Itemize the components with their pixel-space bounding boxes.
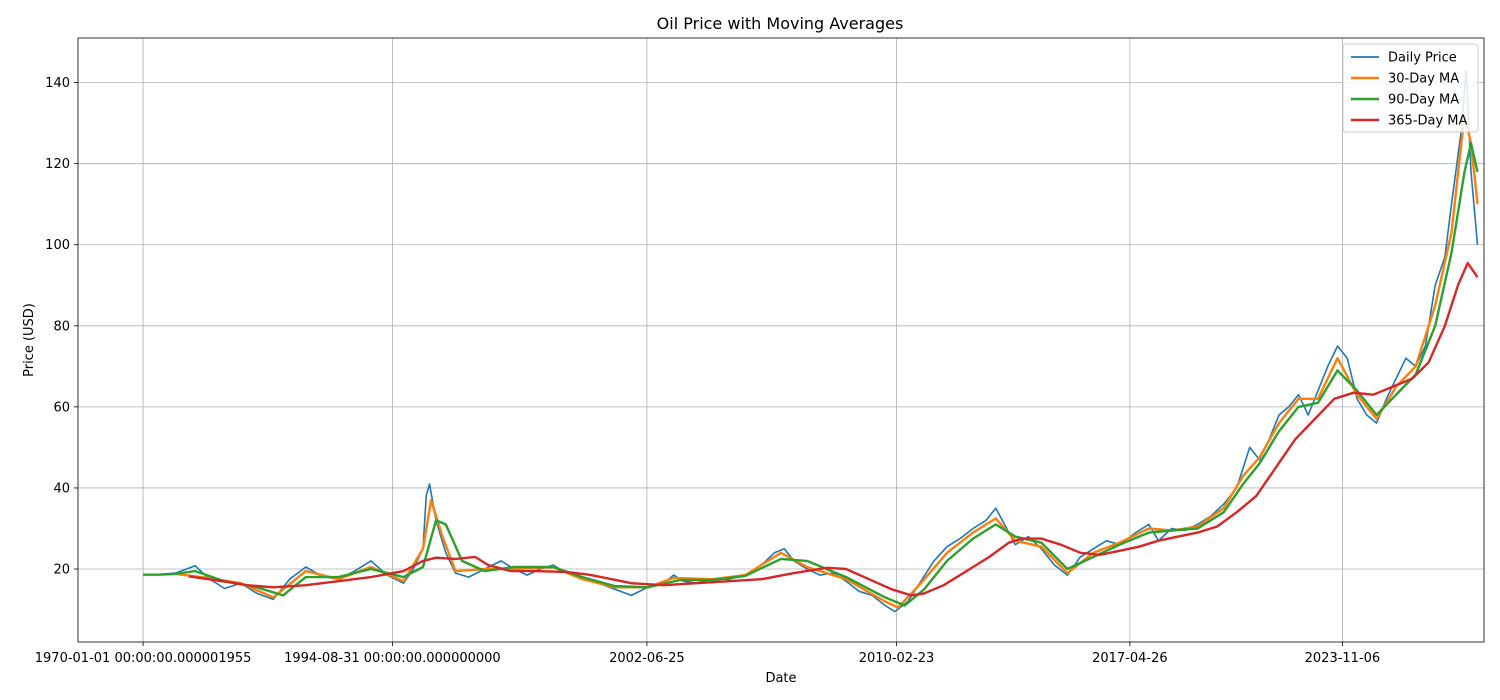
x-tick-label-4: 2017-04-26 <box>1092 651 1168 666</box>
series-line-365-day-ma <box>188 261 1479 597</box>
y-tick-label-0: 20 <box>53 563 70 578</box>
series-line-90-day-ma <box>143 142 1479 607</box>
legend-label-1: 30-Day MA <box>1388 72 1459 87</box>
y-tick-label-5: 120 <box>45 157 70 172</box>
x-tick-label-1: 1994-08-31 00:00:00.000000000 <box>284 651 501 666</box>
series-line-30-day-ma <box>175 113 1479 609</box>
legend-box <box>1342 43 1479 133</box>
x-tick-label-2: 2002-06-25 <box>609 651 685 666</box>
y-tick-label-3: 80 <box>53 319 70 334</box>
plot-area: 20 40 60 80 100 120 140 1970-01-01 00:00:00.000… <box>35 37 1485 666</box>
y-tick-label-1: 40 <box>53 481 70 496</box>
legend-label-0: Daily Price <box>1388 51 1457 66</box>
axes-frame <box>77 37 1485 643</box>
legend-label-3: 365-Day MA <box>1388 114 1468 129</box>
y-tick-label-4: 100 <box>45 238 70 253</box>
y-tick-label-6: 140 <box>45 76 70 91</box>
x-tick-label-0: 1970-01-01 00:00:00.000001955 <box>35 651 252 666</box>
legend-label-2: 90-Day MA <box>1388 93 1459 108</box>
x-tick-label-3: 2010-02-23 <box>859 651 935 666</box>
y-tick-label-2: 60 <box>53 400 70 415</box>
x-axis-label: Date <box>765 671 796 686</box>
x-tick-label-5: 2023-11-06 <box>1305 651 1381 666</box>
y-axis-label: Price (USD) <box>22 303 37 377</box>
chart-title: Oil Price with Moving Averages <box>657 14 904 33</box>
legend: Daily Price 30-Day MA 90-Day MA 365-Day MA <box>1342 43 1479 133</box>
